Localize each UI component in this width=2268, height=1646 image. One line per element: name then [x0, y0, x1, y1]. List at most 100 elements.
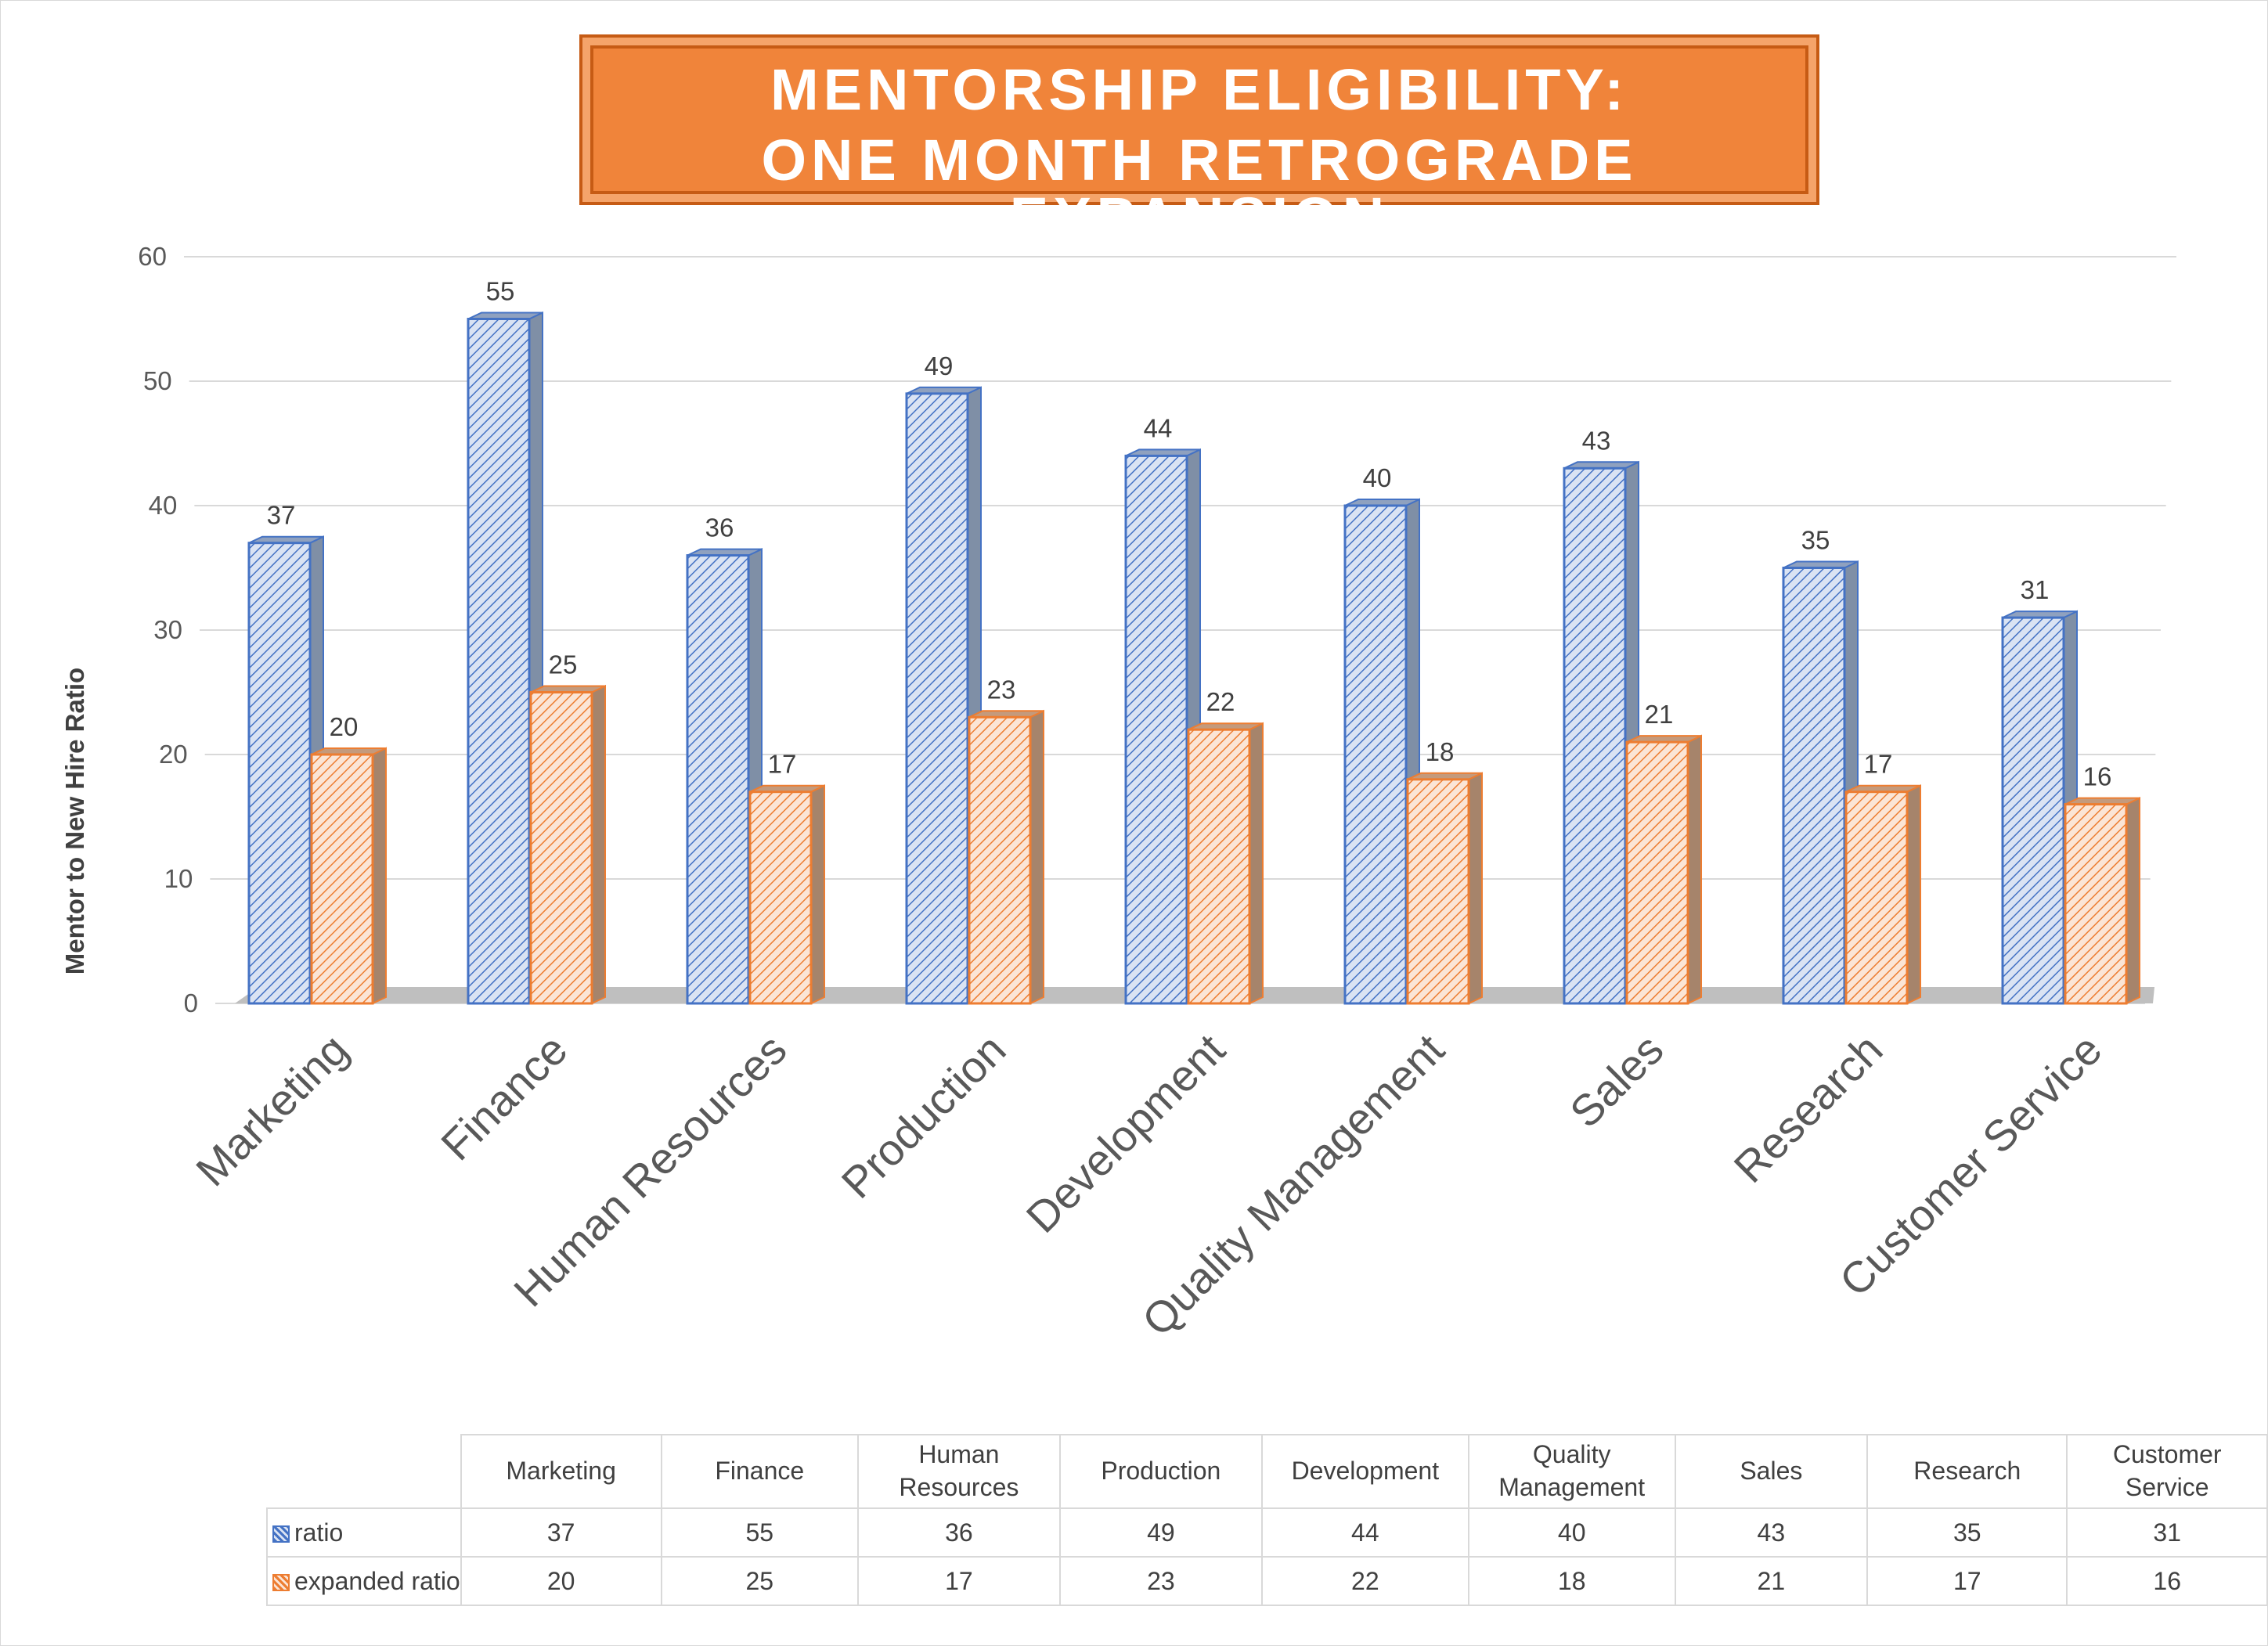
expanded-ratio-bar-front — [529, 691, 593, 1005]
expanded-ratio-bar-front — [1187, 728, 1251, 1005]
expanded-ratio-bar — [1187, 722, 1264, 1005]
ratio-bar-front — [1563, 466, 1627, 1005]
expanded-ratio-data-label: 17 — [768, 750, 797, 779]
expanded-ratio-bar-side — [810, 784, 825, 1005]
data-table-row-expanded-ratio: expanded ratio 20 25 17 23 22 18 21 17 16 — [266, 1556, 2268, 1606]
y-tick-label: 60 — [138, 242, 167, 271]
y-axis-ticks: 0 10 20 30 40 50 60 — [138, 242, 198, 1017]
data-table-cell: 25 — [660, 1556, 859, 1606]
ratio-data-label: 35 — [1801, 526, 1830, 555]
ratio-data-label: 55 — [486, 277, 515, 306]
x-category-label: Research — [1724, 1025, 1891, 1192]
expanded-ratio-bar-side — [1249, 722, 1264, 1005]
ratio-bar-front — [467, 318, 531, 1005]
expanded-ratio-bar — [1844, 784, 1921, 1005]
chart-plot: 0 10 20 30 40 50 60 37 20 55 25 36 17 49 23 44 22 40 18 43… — [138, 242, 2176, 1345]
data-table-header-cell: Production — [1058, 1434, 1263, 1509]
x-category-label: Finance — [431, 1025, 576, 1169]
data-table-cell: 23 — [1058, 1556, 1263, 1606]
expanded-ratio-bar-front — [1844, 791, 1909, 1005]
expanded-ratio-bar — [529, 684, 606, 1005]
y-tick-label: 10 — [164, 864, 193, 893]
data-table-row-ratio: ratio 37 55 36 49 44 40 43 35 31 — [266, 1507, 2268, 1558]
y-axis-title: Mentor to New Hire Ratio — [60, 667, 89, 975]
data-table-cell: 16 — [2066, 1556, 2268, 1606]
data-table-header-cell: Marketing — [460, 1434, 662, 1509]
expanded-ratio-bar-side — [591, 684, 606, 1005]
expanded-ratio-data-label: 20 — [330, 712, 359, 741]
expanded-ratio-bar-side — [372, 747, 387, 1005]
x-category-label: Sales — [1560, 1025, 1673, 1137]
data-table-cell: 37 — [460, 1507, 662, 1558]
ratio-data-label: 31 — [2021, 575, 2050, 604]
y-tick-label: 40 — [149, 491, 178, 520]
ratio-bar-front — [1343, 504, 1408, 1005]
expanded-ratio-bar-side — [1029, 709, 1044, 1005]
x-category-label: Production — [832, 1025, 1015, 1208]
bars — [247, 311, 2140, 1005]
data-table-cell: 18 — [1467, 1556, 1676, 1606]
data-table-header-cell: Finance — [660, 1434, 859, 1509]
expanded-ratio-data-label: 21 — [1645, 700, 1674, 729]
ratio-bar — [1343, 498, 1420, 1005]
expanded-ratio-bar — [1406, 772, 1483, 1005]
data-table-row-label: expanded ratio — [266, 1556, 462, 1606]
data-table-row-label: ratio — [266, 1507, 462, 1558]
y-tick-label: 20 — [159, 740, 188, 769]
data-table-header-cell: Quality Management — [1467, 1434, 1676, 1509]
data-table-cell: 40 — [1467, 1507, 1676, 1558]
data-table-cell: 55 — [660, 1507, 859, 1558]
y-tick-label: 30 — [153, 615, 182, 644]
x-category-label: Marketing — [186, 1025, 357, 1195]
chart-title-line-2: ONE MONTH RETROGRADE EXPANSION — [761, 128, 1638, 250]
ratio-bar-front — [2001, 616, 2065, 1005]
legend-key-expanded-ratio — [272, 1574, 290, 1592]
chart-title-line-1: MENTORSHIP ELIGIBILITY: — [770, 57, 1628, 122]
data-table-cell: 36 — [856, 1507, 1061, 1558]
expanded-ratio-bar-front — [748, 791, 813, 1005]
ratio-bar-front — [905, 392, 969, 1005]
data-labels: 37 20 55 25 36 17 49 23 44 22 40 18 43 21 35 17 31 16 — [267, 277, 2112, 791]
expanded-ratio-bar-side — [2126, 797, 2140, 1005]
ratio-data-label: 37 — [267, 501, 296, 530]
chart-title-box: MENTORSHIP ELIGIBILITY: ONE MONTH RETROG… — [579, 34, 1819, 247]
expanded-ratio-data-label: 17 — [1864, 750, 1893, 779]
expanded-ratio-bar-front — [968, 715, 1032, 1005]
expanded-ratio-data-label: 25 — [549, 650, 578, 679]
expanded-ratio-data-label: 18 — [1426, 737, 1455, 766]
ratio-data-label: 43 — [1582, 426, 1611, 455]
data-table-cell: 35 — [1866, 1507, 2068, 1558]
expanded-ratio-bar — [1625, 734, 1702, 1005]
data-table-header-cell: Sales — [1674, 1434, 1869, 1509]
expanded-ratio-bar-front — [1406, 778, 1470, 1005]
expanded-ratio-bar — [748, 784, 825, 1005]
ratio-bar-front — [1782, 567, 1846, 1005]
expanded-ratio-bar — [968, 709, 1044, 1005]
data-table-cell: 20 — [460, 1556, 662, 1606]
ratio-bar-front — [686, 554, 750, 1005]
data-table-header-cell: Customer Service — [2066, 1434, 2268, 1509]
ratio-bar-front — [247, 542, 312, 1005]
data-table-header-cell: Development — [1260, 1434, 1469, 1509]
ratio-bar — [1563, 460, 1639, 1005]
ratio-bar-front — [1124, 454, 1188, 1005]
ratio-data-label: 40 — [1363, 463, 1392, 492]
expanded-ratio-bar — [310, 747, 387, 1005]
ratio-data-label: 49 — [925, 351, 954, 380]
data-table-cell: 44 — [1260, 1507, 1469, 1558]
data-table-cell: 17 — [1866, 1556, 2068, 1606]
expanded-ratio-bar-front — [310, 753, 374, 1005]
data-table-header-cell: Research — [1866, 1434, 2068, 1509]
data-table: Marketing Finance Human Resources Production… — [266, 1434, 2268, 1606]
expanded-ratio-data-label: 23 — [987, 675, 1016, 704]
legend-label-ratio: ratio — [294, 1518, 344, 1547]
data-table-cell: 43 — [1674, 1507, 1869, 1558]
data-table-cell: 17 — [856, 1556, 1061, 1606]
data-table-corner — [267, 1435, 462, 1509]
data-table-cell: 22 — [1260, 1556, 1469, 1606]
data-table-header-cell: Human Resources — [856, 1434, 1061, 1509]
expanded-ratio-bar-front — [2064, 803, 2128, 1005]
y-tick-label: 50 — [143, 366, 172, 395]
data-table-cell: 31 — [2066, 1507, 2268, 1558]
